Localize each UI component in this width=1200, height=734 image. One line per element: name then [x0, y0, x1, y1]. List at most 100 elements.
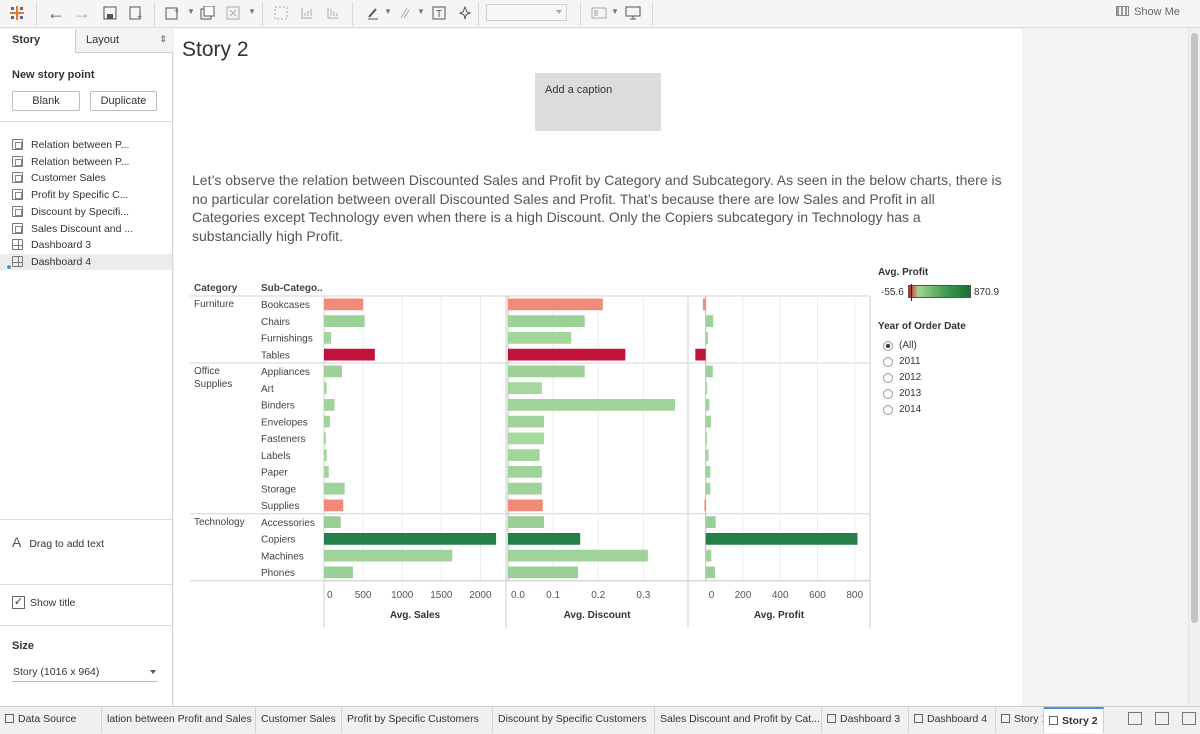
sheet-tab[interactable]: lation between Profit and Sales: [102, 707, 256, 733]
tab-story[interactable]: Story: [0, 29, 75, 53]
new-story-icon[interactable]: [1182, 712, 1196, 725]
sheet-tab[interactable]: Dashboard 3: [822, 707, 909, 733]
sheet-tab[interactable]: Discount by Specific Customers: [493, 707, 655, 733]
story-point-item[interactable]: Dashboard 4: [0, 253, 172, 270]
sheet-tab[interactable]: Data Source: [0, 707, 102, 733]
story-point-item[interactable]: Relation between P...: [12, 137, 172, 153]
new-dashboard-icon[interactable]: [1155, 712, 1169, 725]
duplicate-icon[interactable]: [197, 3, 219, 23]
new-worksheet-icon[interactable]: +: [162, 3, 184, 23]
size-select[interactable]: Story (1016 x 964): [12, 663, 158, 682]
year-option[interactable]: (All): [883, 340, 917, 351]
radio-icon[interactable]: [883, 340, 893, 351]
tick-label: 0: [709, 590, 715, 601]
bar: [705, 482, 711, 495]
sheet-tab[interactable]: Sales Discount and Profit by Cat...: [655, 707, 822, 733]
radio-icon[interactable]: [883, 372, 893, 383]
sheet-tab[interactable]: Profit by Specific Customers: [342, 707, 493, 733]
redo-icon[interactable]: →: [73, 2, 91, 23]
story-point-label: Profit by Specific C...: [31, 189, 129, 202]
text-label-icon[interactable]: T: [428, 3, 450, 23]
worksheet-icon: [12, 189, 23, 201]
sheet-tab[interactable]: Story 2: [1044, 707, 1104, 733]
show-title-toggle[interactable]: ✓ Show title: [12, 596, 76, 609]
story-title[interactable]: Story 2: [182, 38, 249, 61]
bar: [324, 499, 344, 512]
year-option[interactable]: 2014: [883, 404, 921, 415]
bar: [324, 332, 332, 344]
bar: [695, 348, 706, 361]
tick-label: 400: [772, 590, 789, 601]
year-option-label: 2011: [899, 356, 921, 367]
story-point-item[interactable]: Customer Sales: [12, 170, 172, 186]
radio-icon[interactable]: [883, 388, 893, 399]
sheet-tab-label: Sales Discount and Profit by Cat...: [660, 713, 820, 725]
sheet-tab-bar: Data Source lation between Profit and Sal…: [0, 706, 1200, 734]
sheet-tab-label: Story 1: [1014, 713, 1044, 725]
subcategory-label: Bookcases: [261, 300, 310, 311]
tableau-logo-icon[interactable]: [6, 3, 28, 23]
year-filter-title: Year of Order Date: [878, 321, 966, 332]
radio-icon[interactable]: [883, 356, 893, 367]
presentation-icon[interactable]: [622, 3, 644, 23]
bar: [508, 332, 572, 344]
svg-text:+: +: [174, 6, 179, 16]
bar: [324, 533, 497, 545]
bar: [324, 432, 326, 445]
radio-icon[interactable]: [883, 404, 893, 415]
bar: [324, 348, 375, 361]
color-legend-bar: [908, 284, 971, 301]
year-option-label: 2014: [899, 404, 922, 415]
story-point-item[interactable]: Profit by Specific C...: [12, 187, 172, 203]
story-point-item[interactable]: Relation between P...: [12, 154, 172, 170]
story-point-item[interactable]: Dashboard 3: [12, 237, 172, 253]
sort-asc-icon[interactable]: [296, 3, 318, 23]
bar: [705, 466, 711, 478]
subcategory-label: Fasteners: [261, 434, 305, 445]
sort-desc-icon[interactable]: [322, 3, 344, 23]
bar: [324, 482, 345, 495]
fit-select[interactable]: [486, 4, 567, 21]
svg-text:+: +: [137, 12, 142, 21]
story-description: Let’s observe the relation between Disco…: [192, 172, 1002, 244]
new-datasource-icon[interactable]: +: [125, 3, 147, 23]
caption-box[interactable]: Add a caption: [535, 73, 661, 131]
tab-layout[interactable]: Layout ⇕: [75, 29, 173, 53]
story-panel: Story Layout ⇕ New story point Blank Dupl…: [0, 29, 173, 706]
new-worksheet-icon[interactable]: [1128, 712, 1142, 725]
group-icon[interactable]: [393, 3, 415, 23]
bar: [324, 516, 341, 528]
sheet-tab-label: Data Source: [18, 713, 77, 725]
show-cards-icon[interactable]: [588, 3, 610, 23]
sheet-tab[interactable]: Customer Sales: [256, 707, 342, 733]
svg-text:T: T: [436, 9, 442, 20]
year-option[interactable]: 2013: [883, 388, 921, 399]
undo-icon[interactable]: ←: [47, 2, 65, 23]
bar: [705, 432, 708, 445]
vertical-scrollbar[interactable]: [1188, 29, 1200, 706]
show-me-icon: [1116, 6, 1129, 16]
tick-label: 2000: [469, 590, 492, 601]
story-point-item[interactable]: Discount by Specifi...: [12, 204, 172, 220]
story-point-item[interactable]: Sales Discount and ...: [12, 221, 172, 237]
swap-icon[interactable]: [270, 3, 292, 23]
tick-label: 0.0: [511, 590, 525, 601]
drag-to-add-text[interactable]: A Drag to add text: [12, 534, 105, 550]
worksheet-icon: [12, 172, 23, 184]
bar: [508, 516, 545, 528]
sheet-tab[interactable]: Dashboard 4: [909, 707, 996, 733]
year-option[interactable]: 2011: [883, 356, 921, 367]
sheet-tab[interactable]: Story 1: [996, 707, 1044, 733]
save-icon[interactable]: [99, 3, 121, 23]
year-option[interactable]: 2012: [883, 372, 921, 383]
clear-icon[interactable]: [223, 3, 245, 23]
blank-button[interactable]: Blank: [12, 91, 80, 111]
checkbox-checked-icon[interactable]: ✓: [12, 596, 25, 609]
pin-icon[interactable]: [454, 3, 476, 23]
year-option-label: 2012: [899, 372, 922, 383]
story-point-label: Dashboard 3: [31, 239, 92, 252]
show-me-button[interactable]: Show Me: [1116, 6, 1180, 18]
duplicate-button[interactable]: Duplicate: [90, 91, 157, 111]
highlight-icon[interactable]: [362, 3, 384, 23]
bar: [324, 549, 453, 562]
